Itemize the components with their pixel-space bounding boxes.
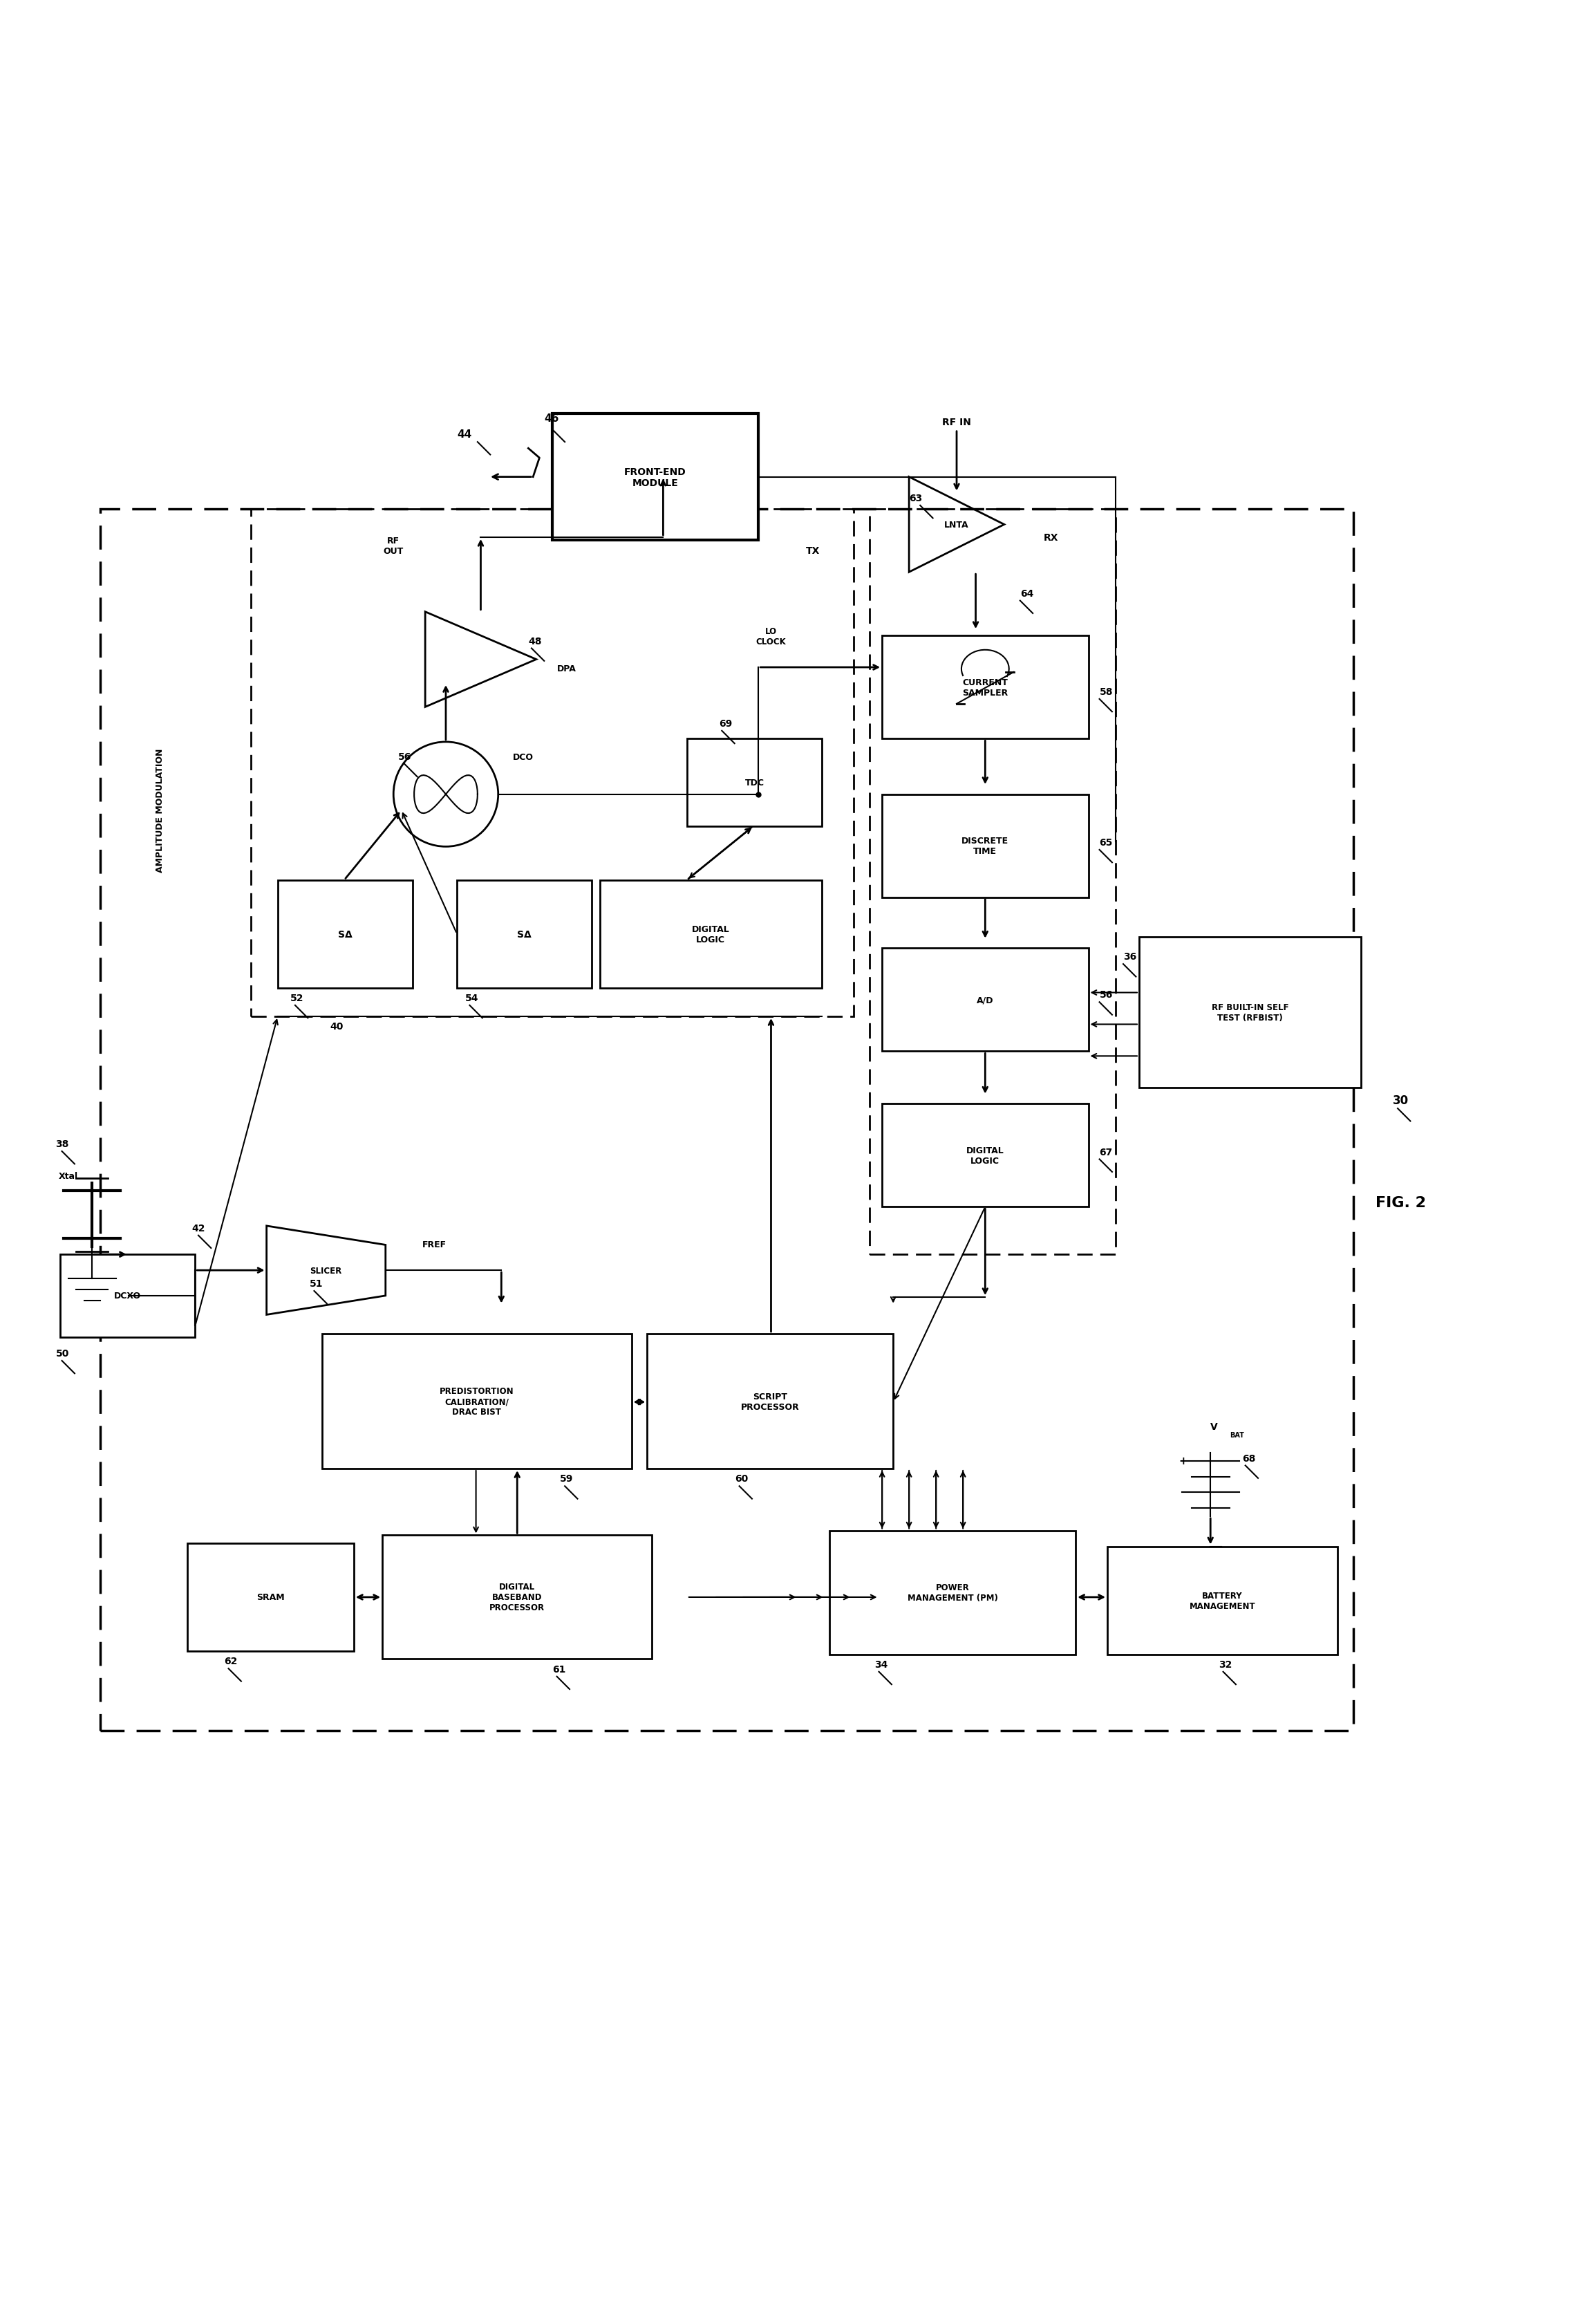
Text: 34: 34: [875, 1660, 887, 1670]
FancyBboxPatch shape: [648, 1333, 894, 1468]
Text: SΔ: SΔ: [338, 930, 353, 939]
Text: 51: 51: [310, 1278, 322, 1289]
FancyBboxPatch shape: [552, 413, 758, 540]
Text: 65: 65: [1100, 837, 1112, 846]
Text: RF
OUT: RF OUT: [383, 536, 404, 557]
FancyBboxPatch shape: [883, 795, 1088, 897]
Text: 44: 44: [456, 429, 471, 441]
Text: 58: 58: [1100, 686, 1112, 696]
FancyBboxPatch shape: [187, 1544, 354, 1651]
Text: 50: 50: [56, 1350, 69, 1359]
Text: DIGITAL
LOGIC: DIGITAL LOGIC: [691, 925, 729, 944]
Text: FIG. 2: FIG. 2: [1376, 1197, 1427, 1211]
Text: SRAM: SRAM: [257, 1593, 284, 1602]
FancyBboxPatch shape: [883, 1104, 1088, 1208]
Text: LNTA: LNTA: [945, 519, 969, 529]
Text: DIGITAL
LOGIC: DIGITAL LOGIC: [966, 1146, 1004, 1164]
Text: 38: 38: [56, 1139, 69, 1148]
Text: DPA: DPA: [557, 663, 576, 673]
Text: RF IN: RF IN: [942, 417, 970, 427]
Text: 69: 69: [718, 719, 733, 728]
Text: LO
CLOCK: LO CLOCK: [757, 626, 787, 647]
Text: DCO: DCO: [512, 754, 533, 763]
Text: DISCRETE
TIME: DISCRETE TIME: [962, 837, 1009, 856]
Text: 30: 30: [1393, 1095, 1409, 1106]
Text: RF BUILT-IN SELF
TEST (RFBIST): RF BUILT-IN SELF TEST (RFBIST): [1211, 1004, 1288, 1023]
FancyBboxPatch shape: [278, 881, 412, 988]
Text: 48: 48: [528, 635, 541, 647]
Text: 68: 68: [1242, 1454, 1256, 1463]
FancyBboxPatch shape: [686, 740, 822, 826]
Text: SCRIPT
PROCESSOR: SCRIPT PROCESSOR: [741, 1391, 800, 1410]
Text: 46: 46: [544, 413, 559, 424]
Text: AMPLITUDE MODULATION: AMPLITUDE MODULATION: [156, 749, 164, 872]
FancyBboxPatch shape: [830, 1531, 1076, 1653]
FancyBboxPatch shape: [322, 1333, 632, 1468]
Text: 64: 64: [1020, 589, 1034, 598]
FancyBboxPatch shape: [600, 881, 822, 988]
FancyBboxPatch shape: [883, 635, 1088, 740]
Text: 61: 61: [552, 1665, 565, 1674]
Text: 56: 56: [1100, 990, 1112, 999]
Text: V: V: [1210, 1422, 1218, 1431]
Text: A/D: A/D: [977, 995, 994, 1004]
FancyBboxPatch shape: [456, 881, 592, 988]
Text: 56: 56: [399, 751, 412, 763]
Text: TX: TX: [806, 545, 820, 557]
FancyBboxPatch shape: [1140, 937, 1361, 1088]
Text: 62: 62: [223, 1656, 238, 1665]
Text: 32: 32: [1218, 1660, 1232, 1670]
Text: +: +: [1179, 1456, 1187, 1466]
Text: 67: 67: [1100, 1148, 1112, 1157]
Text: BAT: BAT: [1229, 1431, 1243, 1438]
Text: POWER
MANAGEMENT (PM): POWER MANAGEMENT (PM): [908, 1584, 997, 1602]
Text: PREDISTORTION
CALIBRATION/
DRAC BIST: PREDISTORTION CALIBRATION/ DRAC BIST: [439, 1387, 514, 1417]
Text: 52: 52: [290, 993, 303, 1002]
FancyBboxPatch shape: [383, 1535, 653, 1658]
FancyBboxPatch shape: [883, 948, 1088, 1051]
Text: TDC: TDC: [745, 779, 764, 786]
Text: DIGITAL
BASEBAND
PROCESSOR: DIGITAL BASEBAND PROCESSOR: [490, 1582, 544, 1612]
Text: 60: 60: [734, 1475, 749, 1484]
Text: Xtal: Xtal: [59, 1171, 78, 1180]
Text: DCXO: DCXO: [115, 1292, 142, 1301]
Text: RX: RX: [1044, 533, 1058, 543]
FancyBboxPatch shape: [61, 1255, 195, 1338]
Text: 59: 59: [560, 1475, 573, 1484]
Text: FREF: FREF: [421, 1241, 447, 1250]
Text: 42: 42: [192, 1224, 206, 1234]
Text: 63: 63: [910, 494, 922, 503]
Text: SΔ: SΔ: [517, 930, 531, 939]
Text: SLICER: SLICER: [310, 1266, 342, 1275]
Text: FRONT-END
MODULE: FRONT-END MODULE: [624, 466, 686, 487]
FancyBboxPatch shape: [1108, 1547, 1337, 1653]
Text: 36: 36: [1124, 953, 1136, 962]
Text: CURRENT
SAMPLER: CURRENT SAMPLER: [962, 677, 1009, 698]
Text: 54: 54: [464, 993, 479, 1002]
Text: BATTERY
MANAGEMENT: BATTERY MANAGEMENT: [1189, 1591, 1256, 1609]
Text: 40: 40: [330, 1023, 343, 1032]
